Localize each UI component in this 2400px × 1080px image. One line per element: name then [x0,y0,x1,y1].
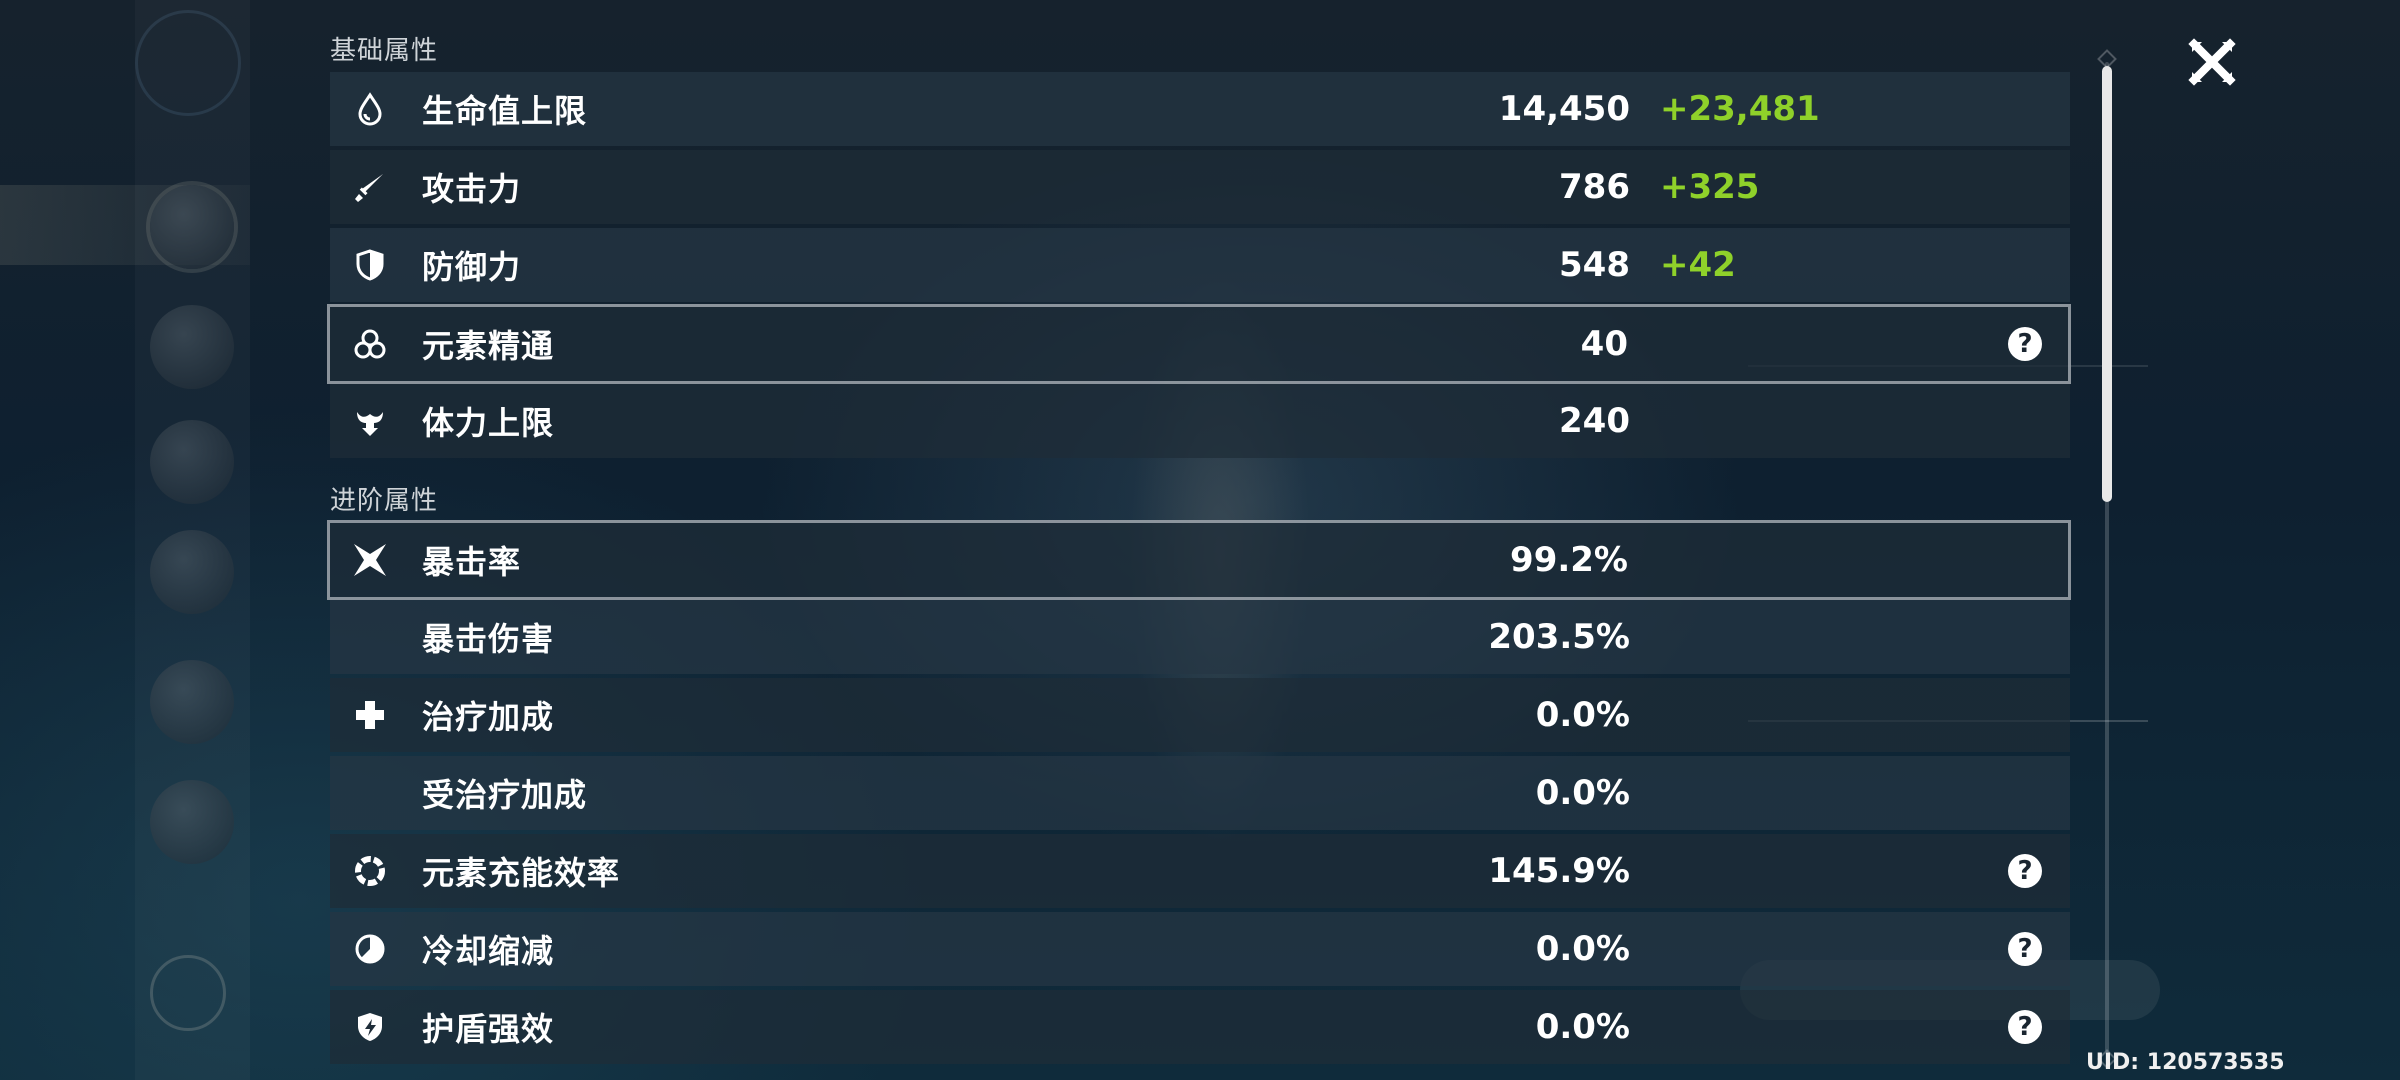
help-icon[interactable]: ? [2008,327,2042,361]
bg-character-avatar [150,530,234,614]
stat-row-stamina[interactable]: 体力上限 240 [330,384,2070,458]
stat-label: 元素精通 [422,327,555,365]
stat-label: 生命值上限 [422,92,588,130]
help-icon[interactable]: ? [2008,1010,2042,1044]
stat-label: 治疗加成 [422,698,555,736]
stat-value: 786 [1559,167,1630,207]
stat-row-hp[interactable]: 生命值上限 14,450 +23,481 [330,72,2070,146]
stat-value: 0.0% [1535,773,1630,813]
stat-row-incoming-healing[interactable]: 受治疗加成 0.0% [330,756,2070,830]
stat-value: 0.0% [1535,1007,1630,1047]
bg-character-avatar [150,660,234,744]
stat-value: 0.0% [1535,695,1630,735]
stat-value: 14,450 [1498,89,1630,129]
stat-label: 元素充能效率 [422,854,621,892]
stat-bonus: +23,481 [1660,89,1820,129]
trinity-circles-icon [352,326,388,362]
shield-half-icon [352,247,388,283]
healing-cross-icon [352,697,388,733]
stat-value: 99.2% [1510,540,1628,580]
stat-bonus: +325 [1660,167,1760,207]
stat-value: 40 [1580,324,1628,364]
stat-label: 护盾强效 [422,1010,555,1048]
help-icon[interactable]: ? [2008,854,2042,888]
bg-element-emblem-icon [135,10,241,116]
stat-row-healing-bonus[interactable]: 治疗加成 0.0% [330,678,2070,752]
scrollbar-thumb[interactable] [2102,66,2112,502]
bg-menu-grid-icon [150,955,226,1031]
stat-label: 防御力 [422,248,522,286]
section-title-advanced: 进阶属性 [330,486,439,516]
stat-row-def[interactable]: 防御力 548 +42 [330,228,2070,302]
stat-row-cd-reduction[interactable]: 冷却缩减 0.0% ? [330,912,2070,986]
scrollbar-track[interactable] [2105,62,2109,1052]
stat-row-shield-strength[interactable]: 护盾强效 0.0% ? [330,990,2070,1064]
stat-value: 145.9% [1488,851,1630,891]
stat-row-elemental-mastery[interactable]: 元素精通 40 ? [327,304,2071,384]
stat-bonus: +42 [1660,245,1736,285]
stat-value: 548 [1559,245,1630,285]
bg-character-avatar [150,420,234,504]
stat-value: 0.0% [1535,929,1630,969]
stat-row-atk[interactable]: 攻击力 786 +325 [330,150,2070,224]
stat-value: 203.5% [1488,617,1630,657]
crit-star-icon [352,542,388,578]
help-icon[interactable]: ? [2008,932,2042,966]
bg-character-avatar [150,780,234,864]
stat-row-energy-recharge[interactable]: 元素充能效率 145.9% ? [330,834,2070,908]
shield-strength-icon [352,1009,388,1045]
stat-label: 暴击率 [422,543,522,581]
stat-value: 240 [1559,401,1630,441]
stat-label: 体力上限 [422,404,555,442]
stat-label: 攻击力 [422,170,522,208]
bg-character-avatar [150,185,234,269]
bg-character-avatar [150,305,234,389]
close-button[interactable] [2182,32,2242,92]
cooldown-icon [352,931,388,967]
stat-label: 暴击伤害 [422,620,555,658]
stamina-icon [352,403,388,439]
hp-drop-icon [352,91,388,127]
uid-label: UID: 120573535 [2086,1050,2285,1075]
close-icon [2188,38,2236,86]
stat-label: 冷却缩减 [422,932,555,970]
sword-icon [352,169,388,205]
stat-row-crit-rate[interactable]: 暴击率 99.2% [327,520,2071,600]
stat-row-crit-dmg[interactable]: 暴击伤害 203.5% [330,600,2070,674]
stat-label: 受治疗加成 [422,776,588,814]
energy-ring-icon [352,853,388,889]
section-title-basic: 基础属性 [330,36,439,66]
